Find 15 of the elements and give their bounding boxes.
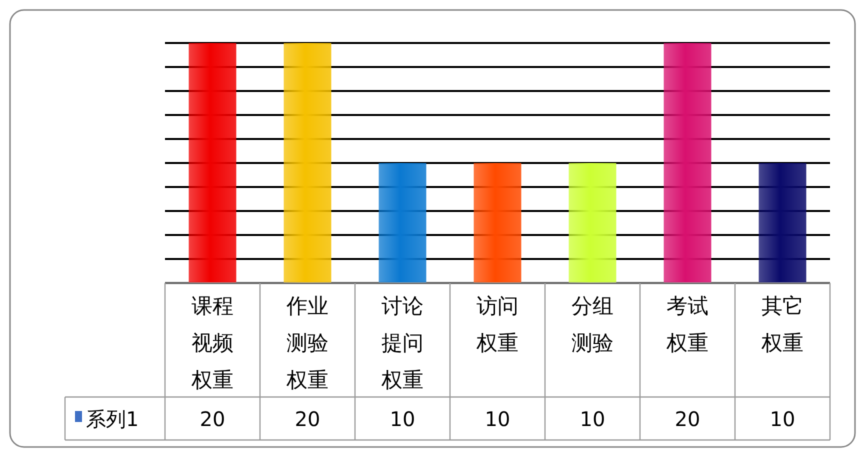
data-label: 20 <box>674 407 700 431</box>
data-label: 10 <box>390 407 416 431</box>
data-label: 20 <box>294 407 320 431</box>
x-tick-label: 其它权重 <box>760 294 804 355</box>
x-tick-label: 作业测验权重 <box>286 294 328 392</box>
x-tick-label: 讨论提问权重 <box>380 294 424 392</box>
data-label: 10 <box>770 407 796 431</box>
x-tick-label: 课程视频权重 <box>190 294 234 392</box>
data-label: 10 <box>580 407 606 431</box>
x-tick-label: 分组测验 <box>572 294 614 355</box>
legend-label: 系列1 <box>86 407 139 431</box>
data-label: 10 <box>484 407 510 431</box>
x-tick-label: 考试权重 <box>666 294 708 355</box>
x-tick-label: 访问权重 <box>476 294 518 355</box>
data-label: 20 <box>200 407 226 431</box>
